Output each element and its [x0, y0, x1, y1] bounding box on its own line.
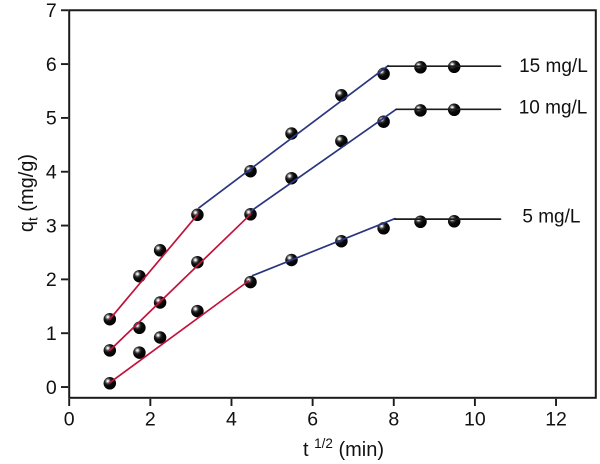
plot-frame [68, 9, 597, 399]
series-points-10-mg-l [103, 103, 461, 357]
x-tick-label: 4 [226, 408, 237, 430]
data-point [133, 346, 146, 359]
x-tick-label: 8 [388, 408, 399, 430]
data-point [133, 321, 146, 335]
series-label: 10 mg/L [519, 98, 588, 119]
data-point [335, 134, 348, 148]
fit-lines [108, 64, 502, 384]
fit-line-first [108, 280, 250, 384]
y-tick-label: 6 [46, 54, 57, 76]
y-tick-label: 4 [46, 162, 57, 184]
data-point [153, 331, 167, 344]
data-point [414, 61, 427, 74]
x-tick-label: 10 [464, 408, 486, 430]
y-tick-label: 0 [46, 377, 57, 399]
x-tick-label: 0 [64, 408, 75, 430]
series-label: 15 mg/L [519, 56, 588, 77]
y-tick-label: 7 [46, 0, 57, 22]
data-point [153, 244, 167, 257]
data-point [244, 275, 257, 289]
x-tick-label: 2 [145, 408, 156, 430]
data-point [133, 269, 146, 283]
fit-line-second [198, 64, 389, 209]
series-label: 5 mg/L [522, 206, 580, 227]
fit-line-second [251, 217, 396, 277]
x-tick-label: 12 [545, 408, 567, 430]
data-point [191, 304, 204, 318]
data-point [191, 255, 204, 269]
x-axis-title: t 1/2 (min) [303, 436, 384, 461]
y-tick-label: 1 [46, 323, 57, 345]
data-point [414, 215, 427, 229]
fit-line-first [108, 213, 199, 321]
fit-line-first [108, 213, 252, 352]
axis-ticks [61, 9, 557, 406]
y-tick-label: 2 [46, 269, 57, 291]
y-tick-label: 3 [46, 215, 57, 237]
data-point [414, 104, 427, 117]
data-point [447, 215, 461, 228]
series-points-15-mg-l [103, 60, 461, 326]
data-point [377, 115, 390, 128]
fit-line-second [250, 108, 398, 212]
data-point [244, 164, 257, 178]
y-axis-title: qt (mg/g) [16, 154, 41, 232]
y-tick-label: 5 [46, 108, 57, 130]
data-point [335, 89, 348, 102]
x-tick-label: 6 [307, 408, 318, 430]
